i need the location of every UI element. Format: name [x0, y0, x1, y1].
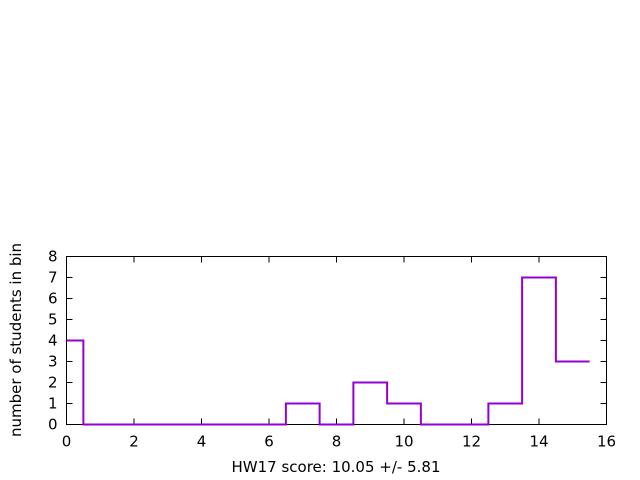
- x-tick-label: 6: [264, 433, 274, 451]
- y-tick-label: 3: [48, 353, 58, 371]
- x-tick-label: 8: [332, 433, 342, 451]
- x-tick-label: 16: [597, 433, 616, 451]
- y-tick-label: 0: [48, 416, 58, 434]
- y-tick-label: 8: [48, 248, 58, 266]
- y-axis-label: number of students in bin: [7, 243, 25, 437]
- y-tick-label: 2: [48, 374, 58, 392]
- x-tick-label: 14: [529, 433, 548, 451]
- x-tick-label: 4: [197, 433, 207, 451]
- x-axis-ticks: 0 2 4 6 8 10 12 14 16: [62, 256, 616, 451]
- x-tick-label: 2: [129, 433, 139, 451]
- x-tick-label: 0: [62, 433, 72, 451]
- plot-frame: [66, 256, 607, 425]
- x-axis-label: HW17 score: 10.05 +/- 5.81: [231, 458, 440, 476]
- y-tick-label: 5: [48, 311, 58, 329]
- x-tick-label: 10: [394, 433, 413, 451]
- histogram-step-line: [66, 276, 590, 426]
- y-tick-label: 6: [48, 290, 58, 308]
- y-axis-ticks: 0 1 2 3 4 5 6 7 8: [48, 248, 607, 434]
- y-tick-label: 7: [48, 269, 58, 287]
- y-tick-label: 4: [48, 332, 58, 350]
- y-tick-label: 1: [48, 395, 58, 413]
- x-tick-label: 12: [462, 433, 481, 451]
